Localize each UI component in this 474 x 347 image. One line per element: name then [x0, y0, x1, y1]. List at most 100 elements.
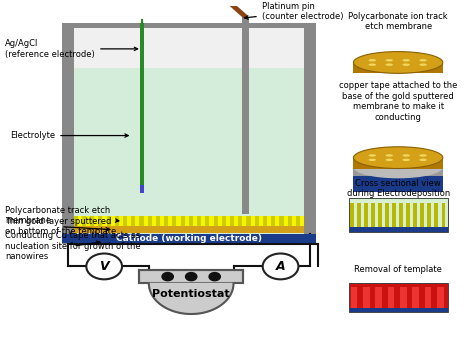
Bar: [349, 283, 447, 312]
Bar: [399, 203, 403, 228]
Ellipse shape: [368, 159, 376, 161]
Bar: [296, 216, 300, 226]
Ellipse shape: [419, 59, 427, 61]
Bar: [62, 23, 316, 28]
Bar: [357, 203, 361, 228]
Ellipse shape: [419, 64, 427, 66]
Bar: [349, 227, 447, 232]
Bar: [238, 216, 242, 226]
Bar: [123, 216, 127, 226]
Ellipse shape: [385, 59, 393, 61]
Bar: [304, 23, 316, 244]
Bar: [349, 283, 447, 312]
Bar: [131, 216, 136, 226]
Bar: [222, 216, 226, 226]
Bar: [354, 62, 443, 73]
Bar: [385, 203, 389, 228]
Text: A: A: [276, 260, 285, 273]
Bar: [242, 17, 249, 214]
Bar: [73, 216, 78, 226]
Bar: [73, 68, 304, 244]
Bar: [156, 216, 160, 226]
Bar: [197, 216, 201, 226]
Bar: [73, 238, 304, 243]
Bar: [437, 287, 444, 309]
Bar: [230, 216, 234, 226]
Bar: [349, 198, 447, 232]
Bar: [412, 287, 419, 309]
Bar: [442, 203, 446, 228]
Text: Conducting Cu tape that acts as
nucleation site for growth of the
nanowires: Conducting Cu tape that acts as nucleati…: [5, 231, 141, 261]
Bar: [354, 158, 443, 169]
Bar: [73, 226, 304, 234]
Bar: [271, 216, 275, 226]
Ellipse shape: [402, 159, 410, 161]
Ellipse shape: [419, 159, 427, 161]
Bar: [173, 216, 176, 226]
Bar: [354, 168, 443, 176]
Text: Polycarbonate track etch
membrane: Polycarbonate track etch membrane: [5, 206, 119, 225]
Ellipse shape: [402, 64, 410, 66]
Bar: [107, 216, 110, 226]
Bar: [371, 203, 375, 228]
Bar: [364, 203, 368, 228]
Circle shape: [263, 254, 299, 279]
Bar: [392, 203, 396, 228]
Text: Thin gold layer sputtered
on bottom of the template: Thin gold layer sputtered on bottom of t…: [5, 217, 117, 236]
Bar: [205, 216, 210, 226]
Bar: [82, 216, 86, 226]
Bar: [279, 216, 283, 226]
Bar: [406, 203, 410, 228]
Bar: [115, 216, 119, 226]
Text: Platinum pin
(counter electrode): Platinum pin (counter electrode): [245, 2, 343, 21]
Circle shape: [86, 254, 122, 279]
Bar: [413, 203, 417, 228]
Text: Cathode (working electrode): Cathode (working electrode): [116, 234, 262, 243]
Bar: [388, 287, 394, 309]
Bar: [148, 216, 152, 226]
Bar: [246, 216, 251, 226]
Ellipse shape: [354, 165, 443, 187]
Bar: [349, 307, 447, 312]
Circle shape: [209, 272, 220, 281]
Bar: [213, 216, 218, 226]
Bar: [62, 238, 316, 244]
Bar: [73, 23, 304, 244]
Bar: [181, 216, 185, 226]
Circle shape: [185, 272, 197, 281]
Text: Potentiostat: Potentiostat: [152, 289, 230, 299]
Bar: [140, 23, 144, 187]
Bar: [420, 203, 424, 228]
Text: Ag/AgCl
(reference electrode): Ag/AgCl (reference electrode): [5, 39, 137, 59]
Ellipse shape: [354, 156, 443, 178]
Bar: [375, 287, 382, 309]
Bar: [349, 198, 447, 232]
Ellipse shape: [402, 154, 410, 156]
Ellipse shape: [368, 154, 376, 156]
Ellipse shape: [385, 159, 393, 161]
Ellipse shape: [419, 154, 427, 156]
Text: V: V: [100, 260, 109, 273]
Bar: [425, 287, 431, 309]
Text: Cross sectional view
during Electrodeposition: Cross sectional view during Electrodepos…: [346, 179, 450, 198]
Bar: [140, 185, 144, 193]
Text: Polycarbonate ion track
etch membrane: Polycarbonate ion track etch membrane: [348, 12, 448, 31]
Ellipse shape: [385, 64, 393, 66]
Bar: [263, 216, 267, 226]
Bar: [354, 176, 443, 193]
Text: Electrolyte: Electrolyte: [10, 131, 128, 140]
Bar: [139, 216, 144, 226]
Ellipse shape: [402, 59, 410, 61]
Bar: [90, 216, 94, 226]
Ellipse shape: [368, 64, 376, 66]
Bar: [428, 203, 431, 228]
Ellipse shape: [385, 154, 393, 156]
Text: Removal of template: Removal of template: [354, 265, 442, 274]
Polygon shape: [149, 283, 234, 314]
Bar: [98, 216, 102, 226]
Text: copper tape attached to the
base of the gold sputtered
membrane to make it
condu: copper tape attached to the base of the …: [339, 82, 457, 122]
Bar: [378, 203, 382, 228]
Bar: [400, 287, 407, 309]
Bar: [139, 270, 243, 283]
Ellipse shape: [368, 59, 376, 61]
